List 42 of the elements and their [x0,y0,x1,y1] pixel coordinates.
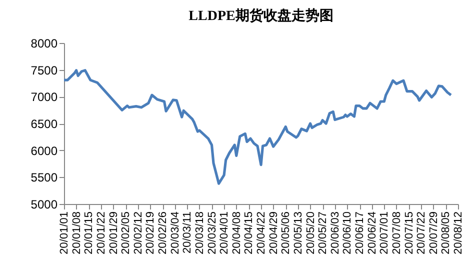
x-tick-label: 20/01/22 [95,212,108,254]
chart-title: LLDPE期货收盘走势图 [188,8,334,24]
x-tick-label: 20/07/15 [403,212,416,254]
x-tick-label: 20/08/12 [452,212,464,254]
x-tick-label: 20/04/08 [230,212,243,254]
x-tick-label: 20/02/05 [120,212,132,254]
x-tick-label: 20/05/20 [304,212,317,254]
y-tick-label: 6500 [30,117,58,131]
x-tick-label: 20/05/06 [280,212,292,254]
x-tick-label: 20/02/26 [157,212,169,254]
y-tick-label: 8000 [30,36,58,50]
x-tick-label: 20/04/22 [256,212,268,254]
line-series [62,69,452,185]
x-tick-label: 20/07/29 [428,212,440,254]
x-tick-label: 20/07/22 [416,212,428,254]
x-tick-label: 20/08/05 [440,212,452,254]
x-tick-label: 20/01/08 [70,212,83,254]
x-tick-label: 20/06/03 [329,212,342,254]
x-tick-label: 20/07/01 [378,212,391,254]
x-tick-label: 20/06/17 [354,212,366,254]
x-tick-label: 20/04/15 [243,212,256,254]
x-tick-label: 20/01/15 [83,212,96,254]
x-tick-label: 20/04/29 [268,212,280,254]
x-tick-label: 20/03/25 [206,212,218,254]
x-tick-label: 20/05/27 [317,212,330,254]
y-tick-label: 5000 [30,198,58,212]
x-tick-label: 20/03/04 [169,212,182,254]
x-tick-label: 20/03/18 [194,212,206,254]
y-tick-label: 7000 [30,90,58,104]
x-tick-label: 20/04/01 [218,212,231,254]
x-tick-label: 20/06/10 [342,212,354,254]
x-tick-label: 20/02/12 [132,212,144,254]
y-tick-label: 7500 [30,63,58,78]
x-tick-label: 20/02/19 [144,212,157,254]
y-tick-label: 6000 [30,144,58,158]
x-tick-label: 20/05/13 [292,212,304,254]
x-tick-label: 20/06/24 [366,212,378,254]
y-tick-label: 5500 [30,170,58,185]
x-tick-label: 20/07/08 [390,212,403,254]
x-tick-label: 20/01/01 [58,212,70,254]
x-tick-label: 20/01/29 [108,212,120,254]
x-tick-label: 20/03/11 [182,212,194,254]
